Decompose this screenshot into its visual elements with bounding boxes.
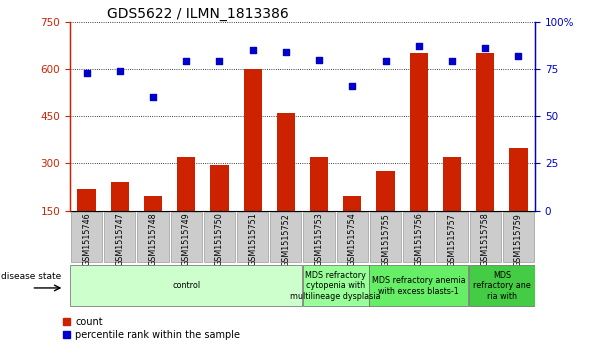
Text: GSM1515757: GSM1515757 (447, 213, 457, 266)
Text: disease state: disease state (1, 272, 61, 281)
Text: GSM1515756: GSM1515756 (414, 213, 423, 266)
Text: GSM1515746: GSM1515746 (82, 213, 91, 266)
Text: MDS
refractory ane
ria with: MDS refractory ane ria with (473, 271, 531, 301)
Point (414, 44, 424, 49)
Point (248, 47, 258, 53)
FancyBboxPatch shape (369, 265, 468, 306)
Bar (376, 171, 395, 211)
Bar (476, 53, 494, 211)
FancyBboxPatch shape (237, 212, 268, 262)
FancyBboxPatch shape (270, 212, 302, 262)
FancyBboxPatch shape (303, 212, 335, 262)
Text: GSM1515747: GSM1515747 (116, 213, 124, 266)
FancyBboxPatch shape (204, 212, 235, 262)
Text: GSM1515748: GSM1515748 (148, 213, 157, 266)
FancyBboxPatch shape (370, 212, 401, 262)
FancyBboxPatch shape (337, 212, 368, 262)
FancyBboxPatch shape (137, 212, 168, 262)
Text: GSM1515752: GSM1515752 (282, 213, 291, 266)
Text: control: control (172, 281, 200, 290)
Bar (144, 196, 162, 211)
FancyBboxPatch shape (104, 212, 136, 262)
Point (514, 53, 523, 59)
Text: GSM1515751: GSM1515751 (248, 213, 257, 266)
Text: MDS refractory anemia
with excess blasts-1: MDS refractory anemia with excess blasts… (372, 276, 466, 295)
FancyBboxPatch shape (303, 265, 368, 306)
Bar (210, 165, 229, 211)
Bar (77, 188, 95, 211)
FancyBboxPatch shape (469, 265, 534, 306)
Text: MDS refractory
cytopenia with
multilineage dysplasia: MDS refractory cytopenia with multilinea… (291, 271, 381, 301)
Text: GSM1515753: GSM1515753 (314, 213, 323, 266)
FancyBboxPatch shape (71, 265, 302, 306)
Bar (310, 157, 328, 211)
Bar (443, 157, 461, 211)
Text: GSM1515755: GSM1515755 (381, 213, 390, 266)
FancyBboxPatch shape (469, 212, 501, 262)
Point (480, 45, 490, 51)
Bar (111, 182, 129, 211)
Text: GSM1515749: GSM1515749 (182, 213, 191, 266)
FancyBboxPatch shape (71, 212, 102, 262)
Bar (177, 157, 195, 211)
FancyBboxPatch shape (171, 212, 202, 262)
Point (148, 94, 158, 100)
Bar (510, 148, 528, 211)
Point (215, 58, 224, 64)
Text: GSM1515754: GSM1515754 (348, 213, 357, 266)
Text: GSM1515750: GSM1515750 (215, 213, 224, 266)
FancyBboxPatch shape (437, 212, 468, 262)
Point (81, 70, 91, 76)
Text: GSM1515758: GSM1515758 (481, 213, 489, 266)
Legend: count, percentile rank within the sample: count, percentile rank within the sample (63, 317, 240, 340)
Text: GSM1515759: GSM1515759 (514, 213, 523, 266)
Point (115, 68, 125, 74)
Bar (277, 113, 295, 211)
Bar (410, 53, 428, 211)
Point (447, 58, 457, 64)
Point (381, 58, 390, 64)
Text: GDS5622 / ILMN_1813386: GDS5622 / ILMN_1813386 (107, 7, 289, 21)
Point (314, 57, 324, 62)
Bar (343, 196, 361, 211)
FancyBboxPatch shape (503, 212, 534, 262)
Bar (244, 69, 262, 211)
FancyBboxPatch shape (403, 212, 434, 262)
Point (347, 83, 357, 89)
Point (181, 58, 191, 64)
Point (281, 49, 291, 55)
